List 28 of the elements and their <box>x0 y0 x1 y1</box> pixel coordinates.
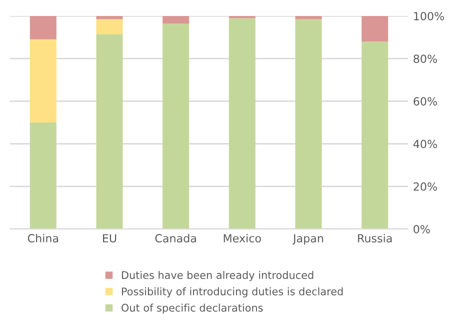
bar <box>30 16 56 40</box>
y-tick-label: 60% <box>414 97 437 106</box>
x-tick-label: Russia <box>358 234 392 242</box>
x-tick-label: Mexico <box>224 234 261 242</box>
legend-label: Out of specific declarations <box>122 304 263 314</box>
bar <box>362 42 388 229</box>
bar <box>30 122 56 229</box>
bar <box>162 23 190 229</box>
bar <box>96 19 123 34</box>
y-tick-label: 20% <box>414 182 437 191</box>
x-tick-label: Japan <box>292 234 324 245</box>
y-tick-label: 40% <box>413 140 437 148</box>
bar <box>30 39 56 122</box>
bar <box>162 16 190 24</box>
legend-label: Possibility of introducing duties is declared <box>122 287 343 298</box>
bar <box>96 34 123 229</box>
x-tick-label: Canada <box>155 234 196 242</box>
bar <box>362 16 388 42</box>
bar <box>295 19 322 229</box>
y-tick-label: 0% <box>414 224 430 234</box>
bar <box>295 16 322 20</box>
bar <box>228 18 256 229</box>
y-tick-label: 100% <box>414 12 444 20</box>
y-tick-label: 80% <box>414 54 437 63</box>
x-tick-label: China <box>28 234 58 242</box>
legend-label: Duties have been already introduced <box>122 270 314 282</box>
x-tick-label: EU <box>103 234 116 242</box>
bar <box>96 16 123 20</box>
